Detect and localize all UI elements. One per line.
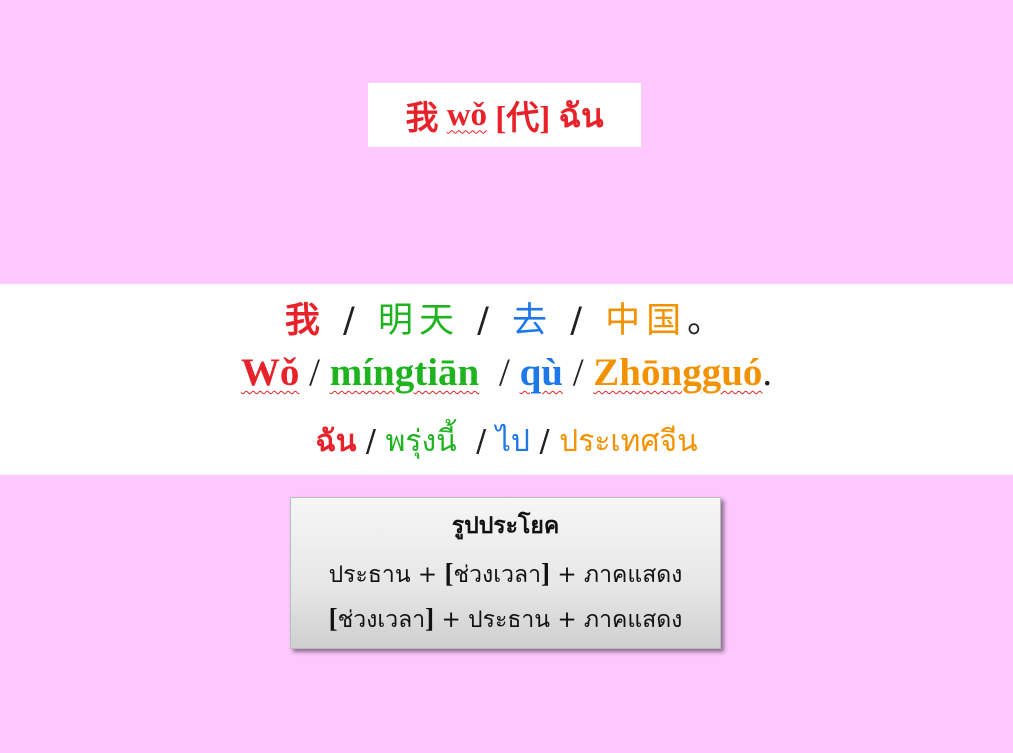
separator: /: [309, 351, 320, 394]
sentence-pinyin-line: Wǒ / míngtiān / qù / Zhōngguó.: [0, 350, 1013, 395]
sentence-pattern-box: รูปประโยค ประธาน + [ช่วงเวลา] + ภาคแสดง …: [290, 497, 721, 649]
pinyin-verb: qù: [519, 351, 563, 394]
pinyin-period: .: [762, 351, 773, 394]
example-sentence-band: [0, 284, 1013, 475]
sentence-thai-line: ฉัน / พรุ่งนี้ / ไป / ประเทศจีน: [0, 418, 1013, 465]
title-hanzi: 我: [405, 101, 439, 137]
bracket-close: ]: [541, 558, 551, 588]
thai-object: ประเทศจีน: [559, 424, 698, 459]
bracket-close: ]: [425, 603, 435, 633]
separator: /: [539, 424, 550, 459]
pattern-1-predicate: + ภาคแสดง: [557, 562, 683, 588]
hanzi-period: 。: [687, 301, 729, 341]
hanzi-verb: 去: [512, 301, 554, 341]
sentence-hanzi-line: 我 / 明天 / 去 / 中国。: [0, 292, 1013, 343]
title-pinyin: wǒ: [446, 96, 488, 133]
pattern-row-1: ประธาน + [ช่วงเวลา] + ภาคแสดง: [291, 557, 720, 593]
thai-time: พรุ่งนี้: [385, 424, 457, 459]
separator: /: [477, 301, 495, 341]
pattern-heading: รูปประโยค: [451, 513, 560, 539]
bracket-open: [: [328, 603, 338, 633]
separator: /: [572, 351, 584, 394]
bracket-open: [: [444, 558, 454, 588]
title-part-of-speech: [代]: [495, 101, 551, 137]
separator: /: [570, 301, 588, 341]
pattern-row-2: [ช่วงเวลา] + ประธาน + ภาคแสดง: [291, 602, 720, 638]
hanzi-subject: 我: [284, 301, 326, 341]
pattern-2-rest: + ประธาน + ภาคแสดง: [441, 607, 683, 633]
thai-subject: ฉัน: [315, 424, 357, 459]
pattern-2-time: ช่วงเวลา: [337, 607, 426, 633]
separator: /: [343, 301, 361, 341]
hanzi-object: 中国: [605, 301, 688, 341]
vocab-title-card: 我 wǒ [代] ฉัน: [368, 83, 641, 147]
separator: /: [498, 351, 510, 394]
separator: /: [365, 424, 377, 459]
pattern-1-time: ช่วงเวลา: [453, 562, 542, 588]
pinyin-subject: Wǒ: [240, 351, 300, 394]
thai-verb: ไป: [495, 424, 530, 459]
pattern-1-subject: ประธาน +: [328, 562, 438, 588]
title-thai: ฉัน: [558, 98, 604, 135]
pinyin-time: míngtiān: [329, 351, 480, 394]
hanzi-time: 明天: [377, 301, 460, 341]
pinyin-object: Zhōngguó: [593, 351, 763, 394]
separator: /: [476, 424, 487, 459]
